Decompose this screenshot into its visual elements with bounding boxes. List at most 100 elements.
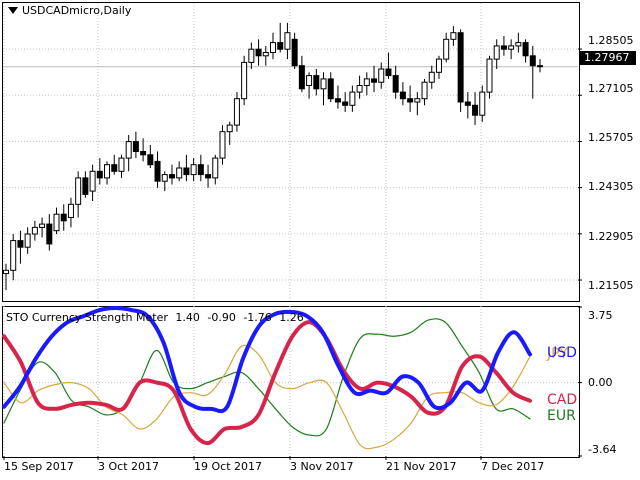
strength-line-eur bbox=[3, 318, 531, 437]
price-tick: 1.21505 bbox=[588, 279, 634, 292]
candle-body bbox=[24, 233, 31, 248]
candle-body bbox=[226, 124, 233, 133]
candle-body bbox=[327, 78, 334, 100]
date-tick: 3 Nov 2017 bbox=[290, 460, 354, 473]
candle-body bbox=[233, 98, 240, 126]
candle-body bbox=[270, 42, 276, 53]
candle-body bbox=[515, 42, 522, 47]
candle-body bbox=[205, 174, 212, 179]
indicator-scale-tick: 3.75 bbox=[588, 309, 613, 322]
candle-body bbox=[75, 177, 82, 205]
date-tick: 7 Dec 2017 bbox=[481, 460, 545, 473]
price-tick: 1.28505 bbox=[588, 34, 634, 47]
date-tick: 15 Sep 2017 bbox=[4, 460, 74, 473]
candle-body bbox=[104, 164, 111, 179]
candle-body bbox=[284, 32, 291, 50]
candle-body bbox=[493, 45, 500, 60]
currency-label-eur: EUR bbox=[547, 408, 576, 424]
candle-body bbox=[334, 98, 341, 103]
date-tick: 21 Nov 2017 bbox=[386, 460, 457, 473]
candle-body bbox=[291, 38, 298, 67]
candle-body bbox=[10, 240, 17, 271]
chart-title: USDCADmicro,Daily bbox=[8, 4, 131, 17]
indicator-scale-tick: -3.64 bbox=[588, 443, 617, 456]
candle-body bbox=[356, 85, 363, 93]
price-tick: 1.27105 bbox=[588, 82, 634, 95]
candle-body bbox=[125, 141, 132, 159]
candle-body bbox=[407, 98, 414, 103]
candle-body bbox=[168, 174, 175, 179]
candle-body bbox=[197, 164, 204, 176]
indicator-title: STO Currency Strength Meter 1.40 -0.90 -… bbox=[6, 311, 308, 324]
indicator-scale-tick: 0.00 bbox=[588, 376, 613, 389]
candle-body bbox=[67, 203, 74, 219]
candle-body bbox=[132, 141, 139, 153]
strength-line-usd bbox=[2, 306, 532, 414]
indicator-value-2: -0.90 bbox=[207, 311, 236, 324]
candle-body bbox=[378, 68, 385, 83]
current-price-label: 1.27967 bbox=[580, 51, 636, 65]
candle-body bbox=[464, 101, 471, 106]
candle-body bbox=[17, 240, 24, 248]
indicator-value-4: 1.26 bbox=[279, 311, 304, 324]
candle-body bbox=[522, 42, 529, 57]
strength-line-jpy bbox=[3, 344, 531, 450]
candle-body bbox=[118, 157, 125, 172]
candle-body bbox=[385, 68, 392, 77]
candle-body bbox=[140, 151, 147, 156]
candle-body bbox=[183, 167, 190, 176]
candle-body bbox=[298, 65, 305, 90]
currency-label-jpy: JPY bbox=[547, 346, 568, 362]
candle-body bbox=[443, 38, 450, 60]
candle-body bbox=[472, 104, 479, 116]
candle-body bbox=[421, 81, 428, 100]
candle-body bbox=[60, 213, 67, 222]
candle-body bbox=[306, 75, 313, 86]
candle-body bbox=[428, 71, 435, 83]
candle-body bbox=[262, 52, 269, 57]
candle-body bbox=[176, 167, 183, 179]
indicator-name: STO Currency Strength Meter bbox=[6, 311, 168, 324]
candle-body bbox=[392, 75, 399, 93]
indicator-value-3: -1.76 bbox=[243, 311, 272, 324]
candle-body bbox=[399, 91, 406, 100]
candle-body bbox=[89, 170, 96, 192]
candle-body bbox=[39, 223, 46, 228]
date-tick: 3 Oct 2017 bbox=[98, 460, 160, 473]
candle-body bbox=[82, 177, 89, 195]
candle-body bbox=[414, 98, 421, 103]
indicator-value-1: 1.40 bbox=[175, 311, 200, 324]
candle-body bbox=[508, 45, 515, 50]
price-tick: 1.25705 bbox=[588, 131, 634, 144]
candle-body bbox=[349, 91, 356, 106]
candle-body bbox=[190, 164, 197, 176]
candle-body bbox=[241, 61, 248, 100]
candle-body bbox=[486, 58, 493, 93]
candle-body bbox=[212, 157, 219, 179]
candle-body bbox=[248, 48, 255, 63]
candle-body bbox=[457, 32, 464, 103]
candle-body bbox=[450, 32, 457, 40]
candle-body bbox=[537, 65, 543, 68]
candle-body bbox=[255, 48, 262, 57]
candle-body bbox=[96, 170, 103, 179]
dropdown-triangle-icon[interactable] bbox=[8, 7, 18, 14]
candle-body bbox=[363, 78, 370, 87]
candle-body bbox=[219, 131, 226, 159]
candle-body bbox=[111, 164, 118, 172]
candle-body bbox=[313, 75, 320, 90]
candle-body bbox=[31, 226, 38, 235]
candle-body bbox=[435, 58, 442, 73]
candle-body bbox=[3, 269, 9, 275]
candle-body bbox=[342, 101, 349, 106]
symbol-label: USDCADmicro,Daily bbox=[22, 4, 132, 17]
price-tick: 1.22905 bbox=[588, 230, 634, 243]
candle-body bbox=[320, 78, 327, 90]
candle-body bbox=[500, 45, 507, 50]
currency-label-cad: CAD bbox=[547, 392, 578, 408]
candle-body bbox=[277, 42, 284, 50]
candle-body bbox=[529, 55, 536, 67]
currency-label-usd: USD bbox=[547, 345, 577, 361]
